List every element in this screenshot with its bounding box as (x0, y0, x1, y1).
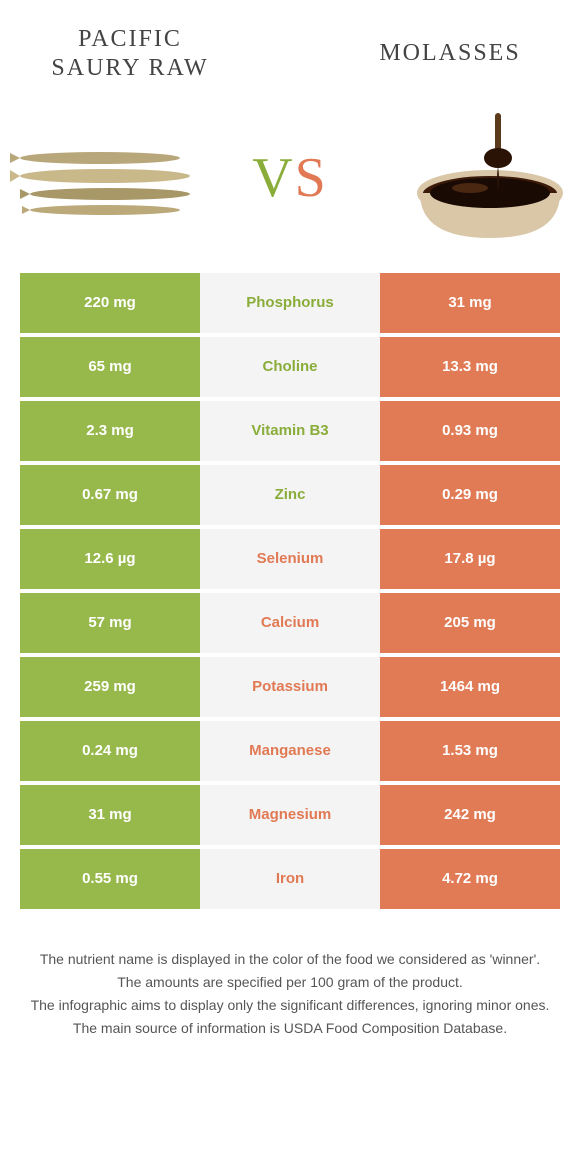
nutrient-name-cell: Vitamin B3 (200, 401, 380, 461)
right-value-cell: 13.3 mg (380, 337, 560, 397)
vs-label: VS (252, 146, 328, 210)
left-food-title: PACIFIC SAURY RAW (30, 25, 230, 83)
left-food-image (10, 108, 200, 248)
nutrient-name-cell: Calcium (200, 593, 380, 653)
right-value-cell: 205 mg (380, 593, 560, 653)
table-row: 12.6 µgSelenium17.8 µg (20, 529, 560, 589)
nutrient-name-cell: Magnesium (200, 785, 380, 845)
left-value-cell: 2.3 mg (20, 401, 200, 461)
left-value-cell: 0.67 mg (20, 465, 200, 525)
left-value-cell: 12.6 µg (20, 529, 200, 589)
footer-notes: The nutrient name is displayed in the co… (0, 949, 580, 1039)
footer-line-2: The amounts are specified per 100 gram o… (30, 972, 550, 993)
left-value-cell: 31 mg (20, 785, 200, 845)
table-row: 2.3 mgVitamin B30.93 mg (20, 401, 560, 461)
nutrient-name-cell: Choline (200, 337, 380, 397)
left-value-cell: 65 mg (20, 337, 200, 397)
table-row: 31 mgMagnesium242 mg (20, 785, 560, 845)
right-value-cell: 17.8 µg (380, 529, 560, 589)
table-row: 0.24 mgManganese1.53 mg (20, 721, 560, 781)
nutrient-name-cell: Iron (200, 849, 380, 909)
right-value-cell: 4.72 mg (380, 849, 560, 909)
right-value-cell: 31 mg (380, 273, 560, 333)
left-value-cell: 220 mg (20, 273, 200, 333)
right-food-image (380, 108, 570, 248)
right-food-title: MOLASSES (350, 40, 550, 67)
left-value-cell: 259 mg (20, 657, 200, 717)
table-row: 65 mgCholine13.3 mg (20, 337, 560, 397)
table-row: 57 mgCalcium205 mg (20, 593, 560, 653)
left-value-cell: 0.24 mg (20, 721, 200, 781)
table-row: 259 mgPotassium1464 mg (20, 657, 560, 717)
table-row: 0.67 mgZinc0.29 mg (20, 465, 560, 525)
footer-line-4: The main source of information is USDA F… (30, 1018, 550, 1039)
right-value-cell: 1.53 mg (380, 721, 560, 781)
right-value-cell: 0.93 mg (380, 401, 560, 461)
right-value-cell: 242 mg (380, 785, 560, 845)
left-value-cell: 0.55 mg (20, 849, 200, 909)
nutrient-name-cell: Selenium (200, 529, 380, 589)
table-row: 220 mgPhosphorus31 mg (20, 273, 560, 333)
footer-line-3: The infographic aims to display only the… (30, 995, 550, 1016)
nutrient-name-cell: Phosphorus (200, 273, 380, 333)
nutrient-name-cell: Potassium (200, 657, 380, 717)
vs-s-letter: S (295, 147, 328, 209)
right-value-cell: 0.29 mg (380, 465, 560, 525)
nutrient-name-cell: Zinc (200, 465, 380, 525)
nutrient-name-cell: Manganese (200, 721, 380, 781)
comparison-table: 220 mgPhosphorus31 mg65 mgCholine13.3 mg… (20, 273, 560, 909)
table-row: 0.55 mgIron4.72 mg (20, 849, 560, 909)
footer-line-1: The nutrient name is displayed in the co… (30, 949, 550, 970)
right-value-cell: 1464 mg (380, 657, 560, 717)
left-value-cell: 57 mg (20, 593, 200, 653)
vs-v-letter: V (252, 147, 294, 209)
